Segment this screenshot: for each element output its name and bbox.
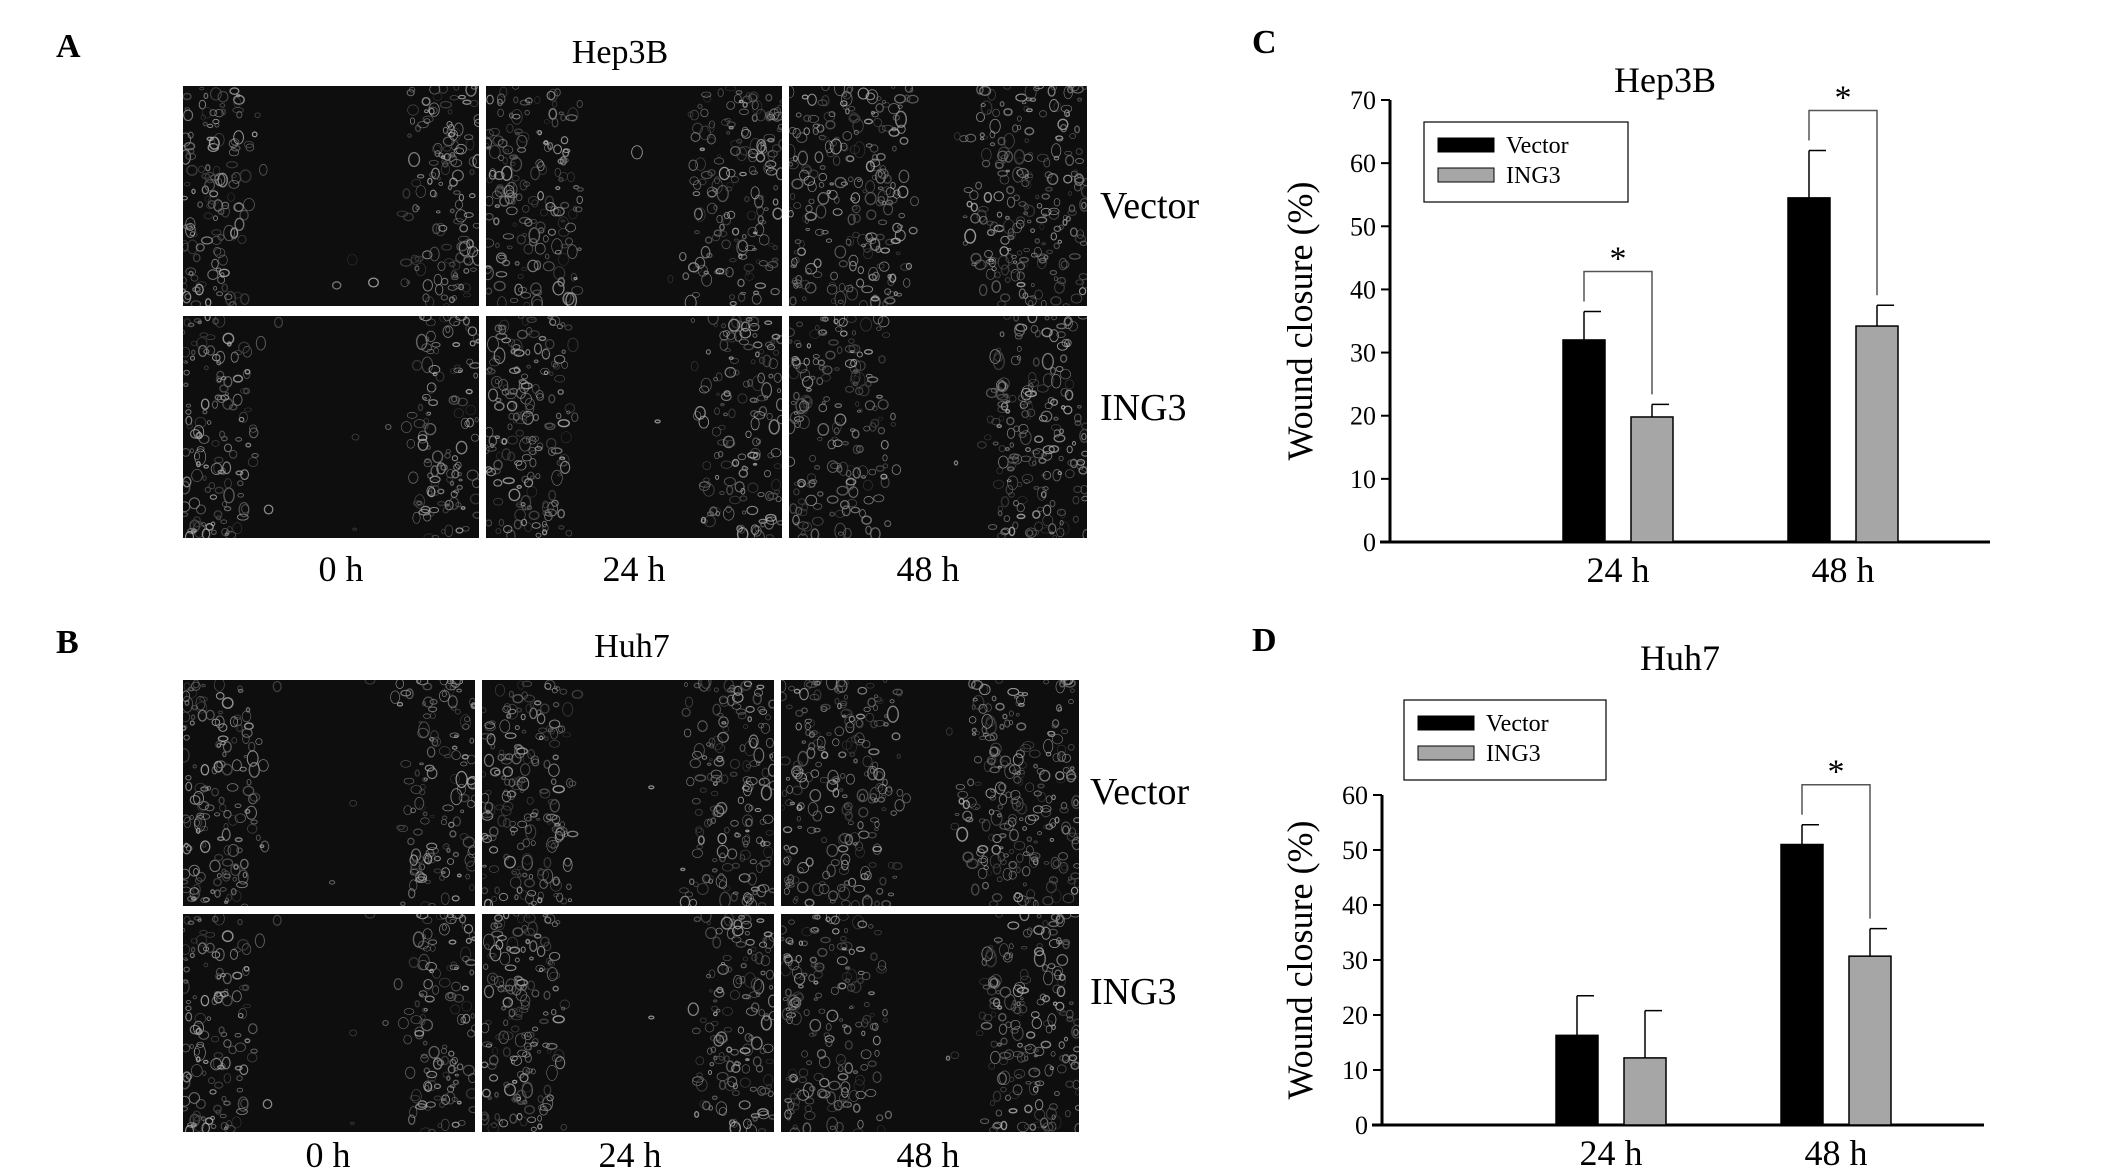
chart-d-legend — [1403, 699, 1607, 781]
micrograph-b-vector-48h — [781, 680, 1079, 906]
panel-b-letter: B — [56, 624, 79, 661]
panel-b-time-48h: 48 h — [896, 1135, 960, 1175]
panel-a-time-0h: 0 h — [318, 549, 364, 589]
chart-c-bar-vector-1 — [1787, 197, 1831, 543]
panel-c-letter: C — [1252, 24, 1277, 61]
panel-b-row-label-vector: Vector — [1090, 771, 1190, 813]
panel-d-letter: D — [1252, 622, 1277, 659]
chart-c-legend-swatch-vector — [1437, 137, 1495, 153]
chart-d-legend-swatch-ing3 — [1417, 745, 1475, 761]
chart-d-significance-star: * — [1828, 754, 1845, 791]
micrograph-b-ing3-24h — [482, 914, 774, 1132]
chart-d-xtick-label: 24 h — [1580, 1133, 1643, 1169]
micrograph-texture — [183, 86, 479, 306]
chart-c-bar-vector-0 — [1562, 339, 1606, 543]
chart-d-ytick-label: 0 — [1355, 1111, 1368, 1140]
chart-d-bar-ing3-1 — [1848, 955, 1892, 1126]
chart-c-legend-label-ing3: ING3 — [1506, 163, 1561, 189]
panel-a-time-24h: 24 h — [602, 549, 666, 589]
micrograph-texture — [781, 680, 1079, 906]
chart-c-legend — [1423, 121, 1629, 203]
chart-c-ytick-label: 10 — [1350, 465, 1376, 494]
chart-d: Huh7 Wound closure (%) 0 10 20 30 40 50 60 24 h 48… — [1260, 638, 2020, 1173]
micrograph-texture — [486, 86, 782, 306]
chart-d-legend-swatch-vector — [1417, 715, 1475, 731]
chart-d-bar-ing3-0 — [1623, 1057, 1667, 1126]
chart-c: Hep3B Wound closure (%) 0 10 20 30 40 50 60 70 24 … — [1260, 50, 2020, 610]
chart-c-significance-star: * — [1610, 241, 1627, 278]
chart-d-ytick-label: 10 — [1342, 1056, 1368, 1085]
micrograph-a-vector-24h — [486, 86, 782, 306]
chart-c-bar-ing3-1 — [1855, 325, 1899, 543]
chart-c-significance-star: * — [1835, 80, 1852, 117]
chart-d-bar-vector-1 — [1780, 843, 1824, 1126]
micrograph-a-vector-0h — [183, 86, 479, 306]
micrograph-a-ing3-24h — [486, 316, 782, 538]
chart-d-svg: Huh7 Wound closure (%) 0 10 20 30 40 50 60 24 h 48… — [1280, 638, 1984, 1173]
chart-d-ytick-label: 20 — [1342, 1001, 1368, 1030]
micrograph-texture — [482, 680, 774, 906]
chart-d-ytick-label: 60 — [1342, 781, 1368, 810]
micrograph-texture — [183, 680, 475, 906]
chart-c-ytick-label: 40 — [1350, 275, 1376, 304]
micrograph-texture — [482, 914, 774, 1132]
chart-c-legend-label-vector: Vector — [1506, 133, 1569, 159]
chart-d-bar-vector-0 — [1555, 1034, 1599, 1126]
chart-d-legend-label-vector: Vector — [1486, 711, 1549, 737]
panel-b-time-0h: 0 h — [305, 1135, 351, 1175]
chart-c-ytick-label: 70 — [1350, 86, 1376, 115]
chart-c-ytick-label: 50 — [1350, 212, 1376, 241]
panel-b-time-24h: 24 h — [598, 1135, 662, 1175]
panel-b-row-label-ing3: ING3 — [1090, 971, 1177, 1013]
panel-a-row-label-ing3: ING3 — [1100, 387, 1187, 429]
chart-c-svg: Hep3B Wound closure (%) 0 10 20 30 40 50 60 70 24 … — [1280, 60, 1990, 590]
chart-d-ytick-label: 50 — [1342, 836, 1368, 865]
chart-d-xtick-label: 48 h — [1805, 1133, 1868, 1169]
chart-c-ylabel: Wound closure (%) — [1280, 181, 1320, 460]
chart-c-ytick-label: 20 — [1350, 402, 1376, 431]
chart-c-ytick-label: 60 — [1350, 149, 1376, 178]
micrograph-b-ing3-0h — [183, 914, 475, 1132]
chart-c-significance-bracket — [1583, 270, 1653, 395]
micrograph-b-vector-24h — [482, 680, 774, 906]
panel-a-row-label-vector: Vector — [1100, 185, 1200, 227]
panel-a-title: Hep3B — [571, 34, 669, 71]
chart-d-ytick-label: 40 — [1342, 891, 1368, 920]
micrograph-texture — [183, 914, 475, 1132]
chart-c-ytick-label: 30 — [1350, 339, 1376, 368]
panel-b-title: Huh7 — [594, 628, 670, 665]
micrograph-a-ing3-48h — [789, 316, 1087, 538]
micrograph-texture — [789, 86, 1087, 306]
micrograph-texture — [183, 316, 479, 538]
micrograph-b-ing3-48h — [781, 914, 1079, 1132]
chart-c-legend-swatch-ing3 — [1437, 167, 1495, 183]
chart-c-ytick-label: 0 — [1363, 528, 1376, 557]
panel-a-letter: A — [56, 28, 81, 65]
panel-a-time-48h: 48 h — [896, 549, 960, 589]
chart-d-ytick-label: 30 — [1342, 946, 1368, 975]
chart-c-significance-bracket — [1808, 109, 1878, 296]
micrograph-texture — [486, 316, 782, 538]
chart-d-legend-label-ing3: ING3 — [1486, 741, 1541, 767]
chart-c-title: Hep3B — [1614, 60, 1716, 100]
micrograph-texture — [781, 914, 1079, 1132]
chart-c-bar-ing3-0 — [1630, 416, 1674, 543]
chart-d-ylabel: Wound closure (%) — [1280, 820, 1320, 1099]
chart-c-xtick-label: 48 h — [1812, 550, 1875, 590]
chart-d-title: Huh7 — [1640, 640, 1720, 678]
chart-c-xtick-label: 24 h — [1587, 550, 1650, 590]
chart-d-significance-bracket — [1801, 783, 1871, 919]
micrograph-texture — [789, 316, 1087, 538]
micrograph-a-vector-48h — [789, 86, 1087, 306]
micrograph-b-vector-0h — [183, 680, 475, 906]
micrograph-a-ing3-0h — [183, 316, 479, 538]
